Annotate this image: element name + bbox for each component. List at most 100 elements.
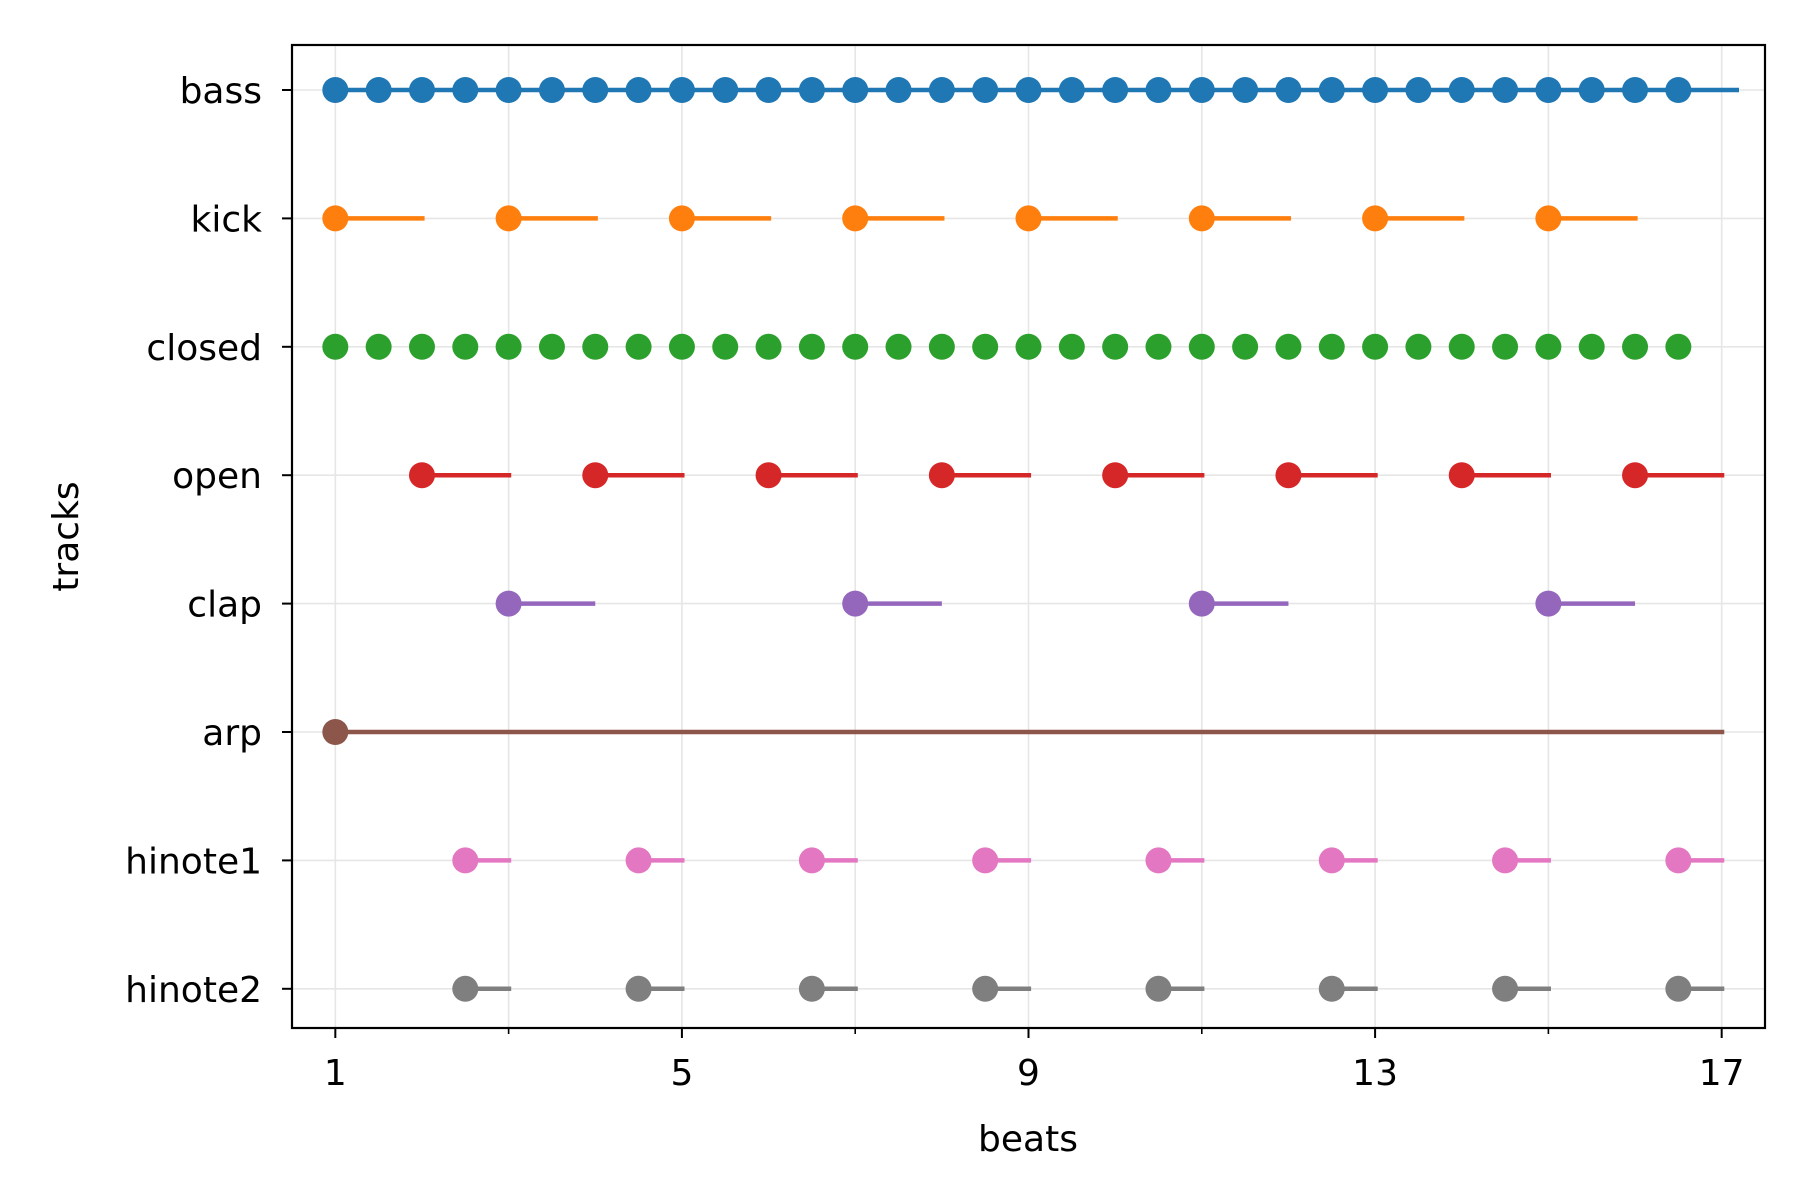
note-onset-point	[842, 77, 869, 103]
note-onset-point	[452, 333, 479, 360]
note-onset-point	[1622, 77, 1649, 103]
note-onset-point	[1318, 975, 1345, 1002]
note-onset-point	[1145, 847, 1172, 874]
note-onset-point	[755, 77, 782, 103]
note-onset-point	[1232, 333, 1259, 360]
y-tick-label: closed	[146, 328, 262, 369]
note-onset-point	[1535, 77, 1562, 103]
note-onset-point	[1535, 205, 1562, 232]
note-onset-point	[625, 77, 652, 103]
note-onset-point	[1405, 77, 1432, 103]
note-onset-point	[1015, 77, 1042, 103]
note-onset-point	[668, 205, 695, 232]
note-onset-point	[712, 77, 739, 103]
x-tick-label: 5	[670, 1053, 693, 1094]
note-onset-point	[1492, 333, 1519, 360]
note-onset-point	[1448, 333, 1475, 360]
note-onset-point	[1362, 77, 1389, 103]
note-onset-point	[885, 77, 912, 103]
note-onset-point	[1492, 975, 1519, 1002]
note-onset-point	[625, 333, 652, 360]
note-onset-point	[1188, 333, 1215, 360]
note-onset-point	[1318, 847, 1345, 874]
note-onset-point	[1622, 462, 1649, 489]
note-onset-point	[972, 77, 999, 103]
note-onset-point	[452, 77, 479, 103]
note-onset-point	[322, 77, 349, 103]
note-onset-point	[1665, 77, 1692, 103]
note-onset-point	[1535, 590, 1562, 617]
note-onset-point	[668, 77, 695, 103]
note-onset-point	[322, 719, 349, 745]
note-onset-point	[798, 333, 825, 360]
note-onset-point	[365, 333, 392, 360]
note-onset-point	[1058, 77, 1085, 103]
note-onset-point	[712, 333, 739, 360]
note-onset-point	[1578, 333, 1605, 360]
note-onset-point	[755, 462, 782, 489]
note-onset-point	[1102, 333, 1129, 360]
note-onset-point	[798, 847, 825, 874]
x-tick-label: 9	[1017, 1053, 1040, 1094]
grid-lines	[292, 45, 1765, 1028]
note-onset-point	[495, 205, 522, 232]
note-onset-point	[495, 333, 522, 360]
note-onset-point	[1188, 205, 1215, 232]
note-onset-point	[582, 333, 609, 360]
note-onset-point	[1362, 333, 1389, 360]
note-onset-point	[625, 975, 652, 1002]
note-onset-point	[1102, 77, 1129, 103]
note-onset-point	[972, 847, 999, 874]
note-onset-point	[322, 333, 349, 360]
note-onset-point	[452, 975, 479, 1002]
note-onset-point	[1232, 77, 1259, 103]
note-onset-point	[1275, 333, 1302, 360]
x-tick-label: 1	[324, 1053, 347, 1094]
note-onset-point	[625, 847, 652, 874]
note-onset-point	[1405, 333, 1432, 360]
note-onset-point	[1492, 77, 1519, 103]
y-tick-label: arp	[202, 713, 262, 754]
note-onset-point	[365, 77, 392, 103]
note-onset-point	[928, 462, 955, 489]
note-onset-point	[1188, 77, 1215, 103]
y-axis-label: tracks	[46, 481, 87, 591]
note-onset-point	[972, 333, 999, 360]
x-tick-label: 13	[1352, 1053, 1398, 1094]
note-onset-point	[1492, 847, 1519, 874]
note-onset-point	[452, 847, 479, 874]
note-onset-point	[798, 77, 825, 103]
note-onset-point	[1578, 77, 1605, 103]
y-tick-label: hinote1	[125, 841, 262, 882]
y-tick-label: open	[172, 456, 262, 497]
x-tick-label: 17	[1699, 1053, 1745, 1094]
x-axis-ticks: 1 5 9 13 17	[324, 1028, 1745, 1094]
note-onset-point	[1058, 333, 1085, 360]
note-onset-point	[1448, 77, 1475, 103]
note-onset-point	[538, 77, 565, 103]
note-onset-point	[1665, 847, 1692, 874]
note-onset-point	[1015, 333, 1042, 360]
note-onset-point	[582, 77, 609, 103]
note-onset-point	[1145, 77, 1172, 103]
note-onset-point	[668, 333, 695, 360]
note-onset-point	[755, 333, 782, 360]
note-onset-point	[1665, 333, 1692, 360]
y-tick-label: hinote2	[125, 970, 262, 1011]
y-axis-ticks: bass kick closed open clap arp hinote1 hinote2	[125, 71, 292, 1011]
note-onset-point	[1275, 77, 1302, 103]
note-onset-point	[408, 462, 435, 489]
note-onset-point	[885, 333, 912, 360]
note-onset-point	[1015, 205, 1042, 232]
x-axis-label: beats	[978, 1119, 1078, 1160]
y-tick-label: bass	[180, 71, 262, 112]
note-onset-point	[1318, 77, 1345, 103]
note-onset-point	[1535, 333, 1562, 360]
note-onset-point	[798, 975, 825, 1002]
note-onset-point	[928, 333, 955, 360]
note-onset-point	[1188, 590, 1215, 617]
note-onset-point	[1102, 462, 1129, 489]
note-onset-point	[538, 333, 565, 360]
note-onset-point	[1665, 975, 1692, 1002]
